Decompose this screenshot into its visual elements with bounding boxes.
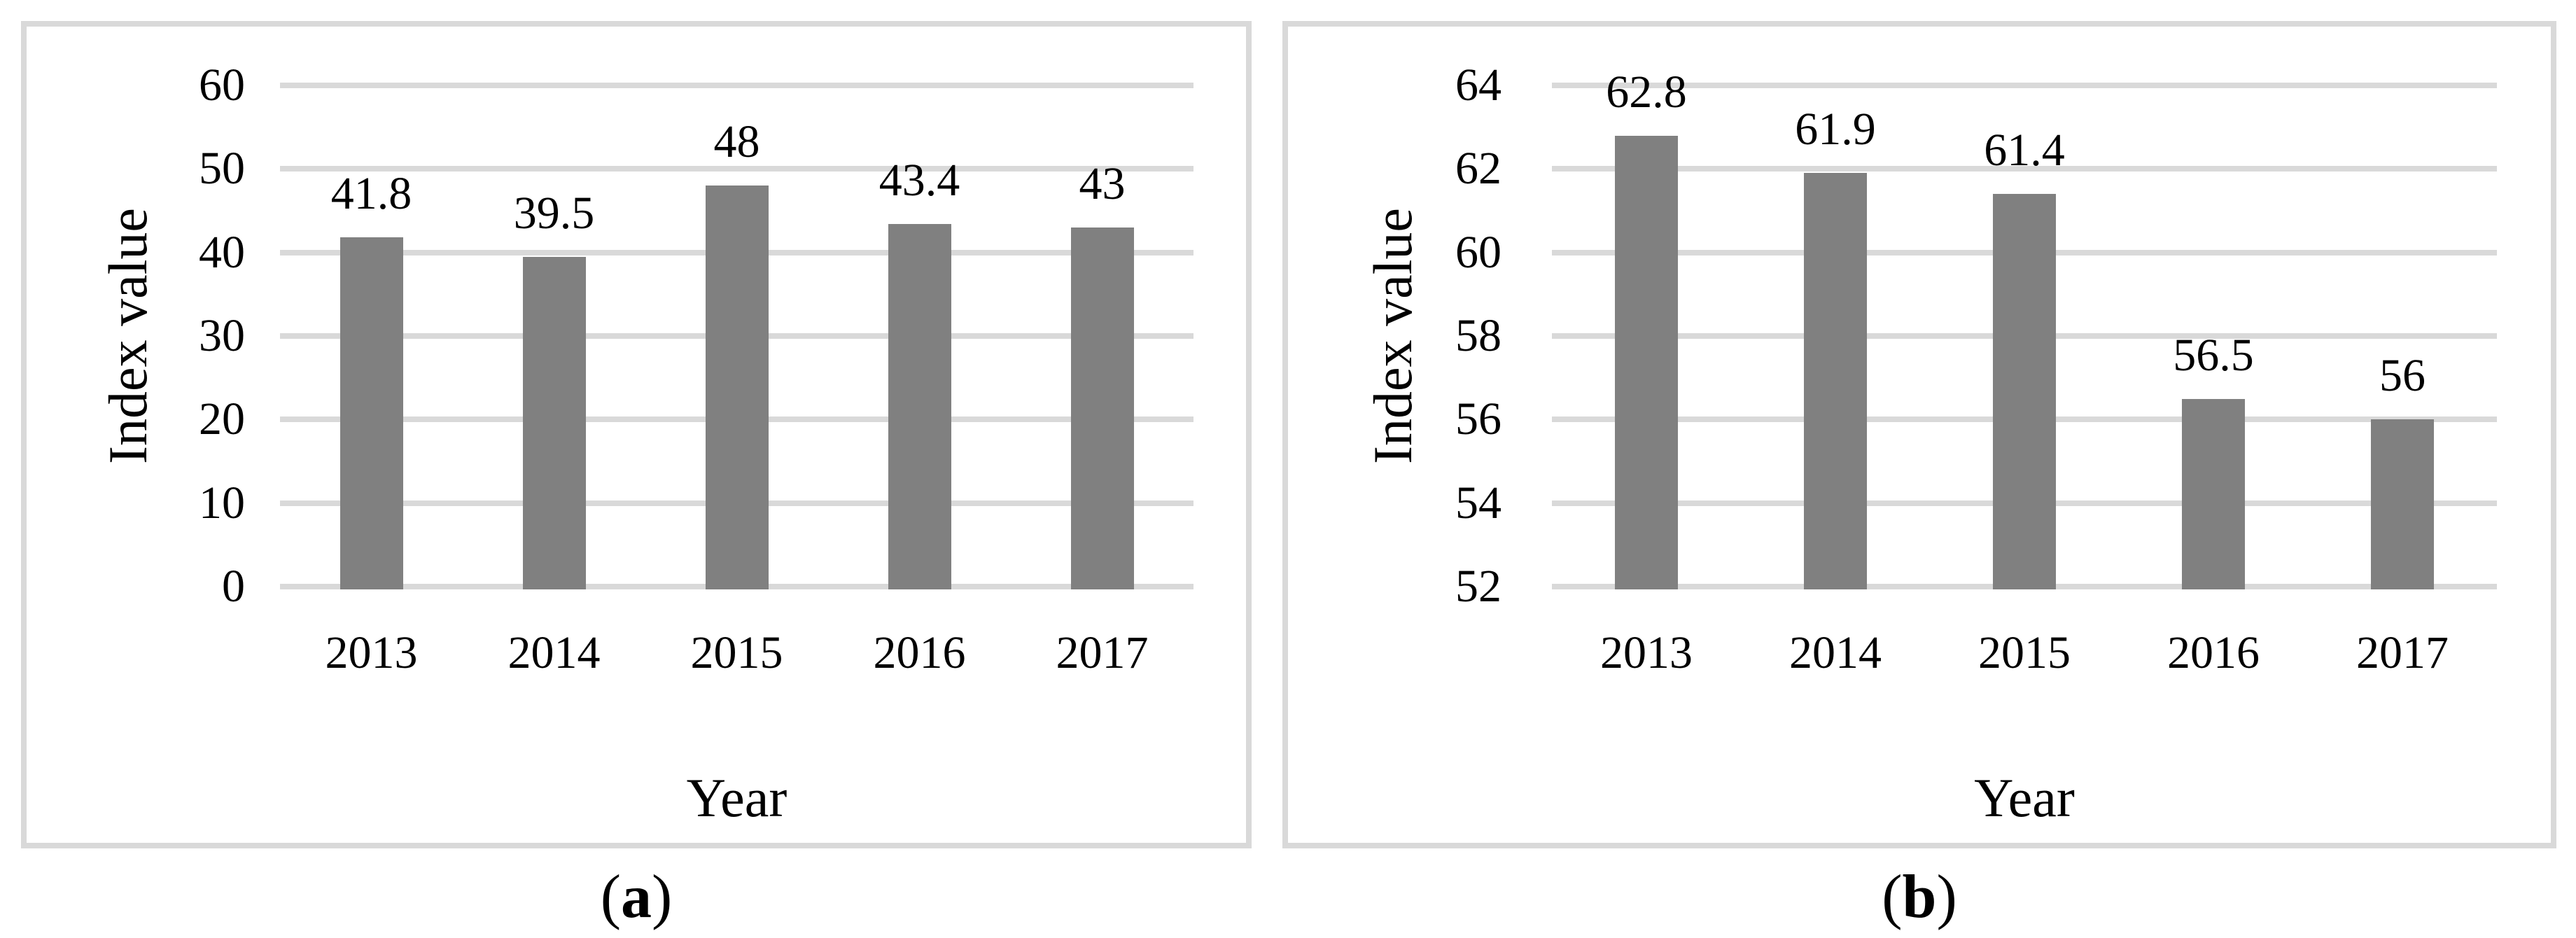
bar-value-label-b-2016: 56.5 [2173,329,2254,381]
caption-b-close-paren: ) [1936,863,1957,931]
bar-value-label-a-2014: 39.5 [513,187,595,239]
gridline-a-50 [280,166,1194,172]
x-tick-label-a-2015: 2015 [690,627,783,678]
bar-value-label-b-2014: 61.9 [1795,104,1876,155]
x-tick-label-a-2014: 2014 [507,627,601,678]
bar-value-label-b-2017: 56 [2379,350,2426,402]
bar-value-label-b-2015: 61.4 [1984,125,2065,176]
caption-a-letter: a [621,863,652,931]
bar-b-2015 [1993,194,2056,589]
panel-a [21,21,1252,848]
caption-b: (b) [1709,862,2129,932]
x-tick-label-b-2013: 2013 [1600,627,1693,678]
bar-value-label-a-2017: 43 [1079,158,1126,209]
y-tick-label-a-50: 50 [199,143,245,195]
bar-b-2013 [1615,135,1678,589]
x-tick-label-a-2017: 2017 [1056,627,1149,678]
bar-value-label-a-2015: 48 [713,116,760,168]
bar-a-2015 [705,186,769,589]
gridline-a-60 [280,83,1194,88]
y-tick-label-a-20: 20 [199,393,245,445]
bar-value-label-a-2013: 41.8 [330,168,412,220]
gridline-b-62 [1552,166,2497,172]
panel-b [1282,21,2556,848]
y-tick-label-a-0: 0 [222,561,245,612]
bar-b-2017 [2371,419,2434,589]
y-tick-label-a-10: 10 [199,477,245,528]
x-tick-label-a-2016: 2016 [873,627,966,678]
y-tick-label-a-40: 40 [199,226,245,278]
bar-a-2013 [340,237,403,589]
caption-a-open-paren: ( [600,863,621,931]
caption-a: (a) [426,862,846,932]
y-tick-label-a-30: 30 [199,310,245,361]
x-tick-label-b-2014: 2014 [1789,627,1882,678]
caption-b-open-paren: ( [1882,863,1903,931]
bar-value-label-a-2016: 43.4 [878,155,960,206]
bar-a-2016 [888,224,951,589]
x-tick-label-b-2016: 2016 [2167,627,2260,678]
caption-a-close-paren: ) [652,863,673,931]
x-tick-label-a-2013: 2013 [325,627,418,678]
y-tick-label-b-54: 54 [1455,477,1502,528]
y-tick-label-b-62: 62 [1455,143,1502,195]
x-tick-label-b-2017: 2017 [2356,627,2449,678]
y-tick-label-b-58: 58 [1455,310,1502,361]
x-axis-title-a: Year [686,767,788,828]
bar-b-2014 [1804,173,1867,589]
bar-a-2014 [522,256,586,589]
y-axis-title-a: Index value [97,208,158,465]
y-tick-label-b-52: 52 [1455,561,1502,612]
y-tick-label-b-56: 56 [1455,393,1502,445]
gridline-b-64 [1552,83,2497,88]
y-tick-label-a-60: 60 [199,59,245,111]
bar-b-2016 [2182,398,2245,589]
y-axis-title-b: Index value [1362,208,1423,465]
bar-value-label-b-2013: 62.8 [1606,66,1687,118]
bar-a-2017 [1070,227,1134,589]
y-tick-label-b-60: 60 [1455,226,1502,278]
x-tick-label-b-2015: 2015 [1978,627,2071,678]
y-tick-label-b-64: 64 [1455,59,1502,111]
caption-b-letter: b [1902,863,1937,931]
x-axis-title-b: Year [1974,767,2075,828]
